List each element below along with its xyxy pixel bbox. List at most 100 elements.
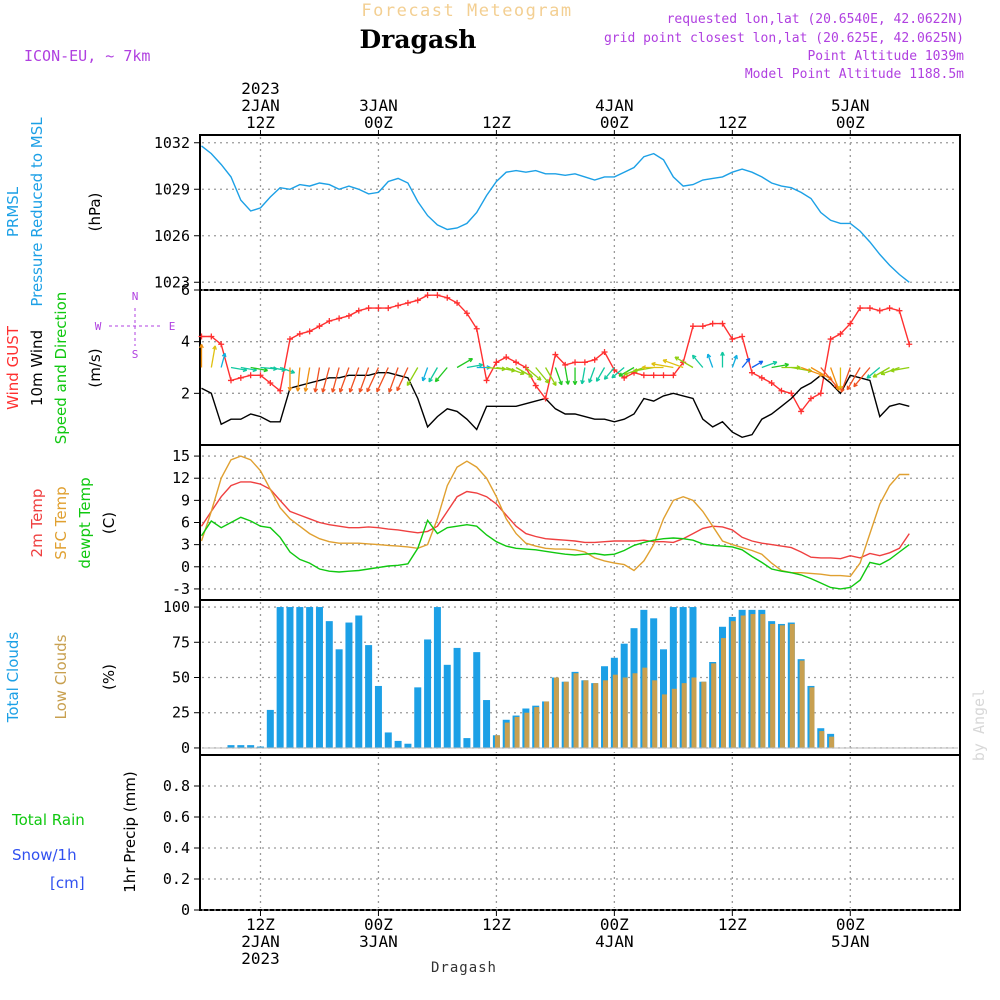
- gust-marker: [247, 372, 254, 379]
- wind-arrow: [853, 367, 871, 388]
- bar-total-clouds: [424, 639, 432, 748]
- wind-arrow-head: [880, 370, 886, 376]
- gust-marker: [198, 333, 205, 340]
- bar-low-clouds: [593, 683, 599, 748]
- panel-label-pressure: Pressure Reduced to MSL: [28, 117, 46, 307]
- bar-low-clouds: [642, 667, 648, 748]
- wind-arrow: [250, 366, 268, 372]
- wind-arrow-head: [623, 371, 629, 376]
- bar-low-clouds: [553, 677, 559, 748]
- series-2m-temp: [200, 481, 910, 560]
- bar-total-clouds: [365, 645, 373, 748]
- panel-frame: [199, 289, 961, 446]
- gust-marker: [591, 356, 598, 363]
- wind-arrow: [279, 366, 295, 374]
- wind-arrow-head: [287, 386, 293, 391]
- wind-arrow: [220, 353, 226, 368]
- gust-marker: [227, 377, 234, 384]
- panel-clouds: 0 25 50 75 100 Total Clouds Low Clouds (%): [4, 598, 961, 757]
- y-tick-label: 0: [181, 739, 190, 757]
- wind-arrow: [388, 367, 399, 393]
- wind-arrow-head: [872, 373, 878, 378]
- wind-arrow-head: [588, 378, 593, 384]
- panel-label-precip: Total Rain: [11, 811, 85, 829]
- bar-low-clouds: [681, 683, 687, 748]
- wind-arrow: [840, 367, 851, 393]
- wind-arrow: [662, 359, 684, 369]
- precip-axis-label: 1hr Precip (mm): [121, 771, 139, 892]
- gust-marker: [326, 318, 333, 324]
- top-time-label: 3JAN: [359, 96, 398, 115]
- y-tick-label: 75: [172, 633, 190, 651]
- bottom-time-label: 2023: [241, 949, 280, 968]
- bar-total-clouds: [473, 652, 481, 748]
- wind-arrow: [349, 367, 360, 393]
- gust-marker: [286, 336, 293, 343]
- wind-arrow: [304, 367, 311, 392]
- wind-arrow: [880, 366, 900, 375]
- wind-arrow-head: [212, 345, 217, 350]
- wind-arrow: [651, 363, 674, 369]
- model-label: ICON-EU, ~ 7km: [24, 47, 150, 65]
- gust-marker: [739, 333, 746, 340]
- wind-arrow: [564, 367, 569, 385]
- panel-temperature: -3 0 3 6 9 12 15 2m Temp SFC Temp dewpt Temp (C): [28, 444, 961, 601]
- gust-marker: [572, 359, 579, 366]
- wind-arrow-head: [313, 388, 319, 393]
- gust-marker: [218, 341, 225, 348]
- requested-coords: requested lon,lat (20.6540E, 42.0622N): [667, 12, 964, 27]
- bar-low-clouds: [504, 722, 510, 748]
- top-time-label: 12Z: [246, 113, 275, 132]
- gust-marker: [483, 377, 490, 384]
- wind-arrow: [456, 358, 473, 369]
- y-tick-label: 0.4: [163, 839, 190, 857]
- wind-arrow-head: [376, 387, 381, 393]
- bar-total-clouds: [247, 745, 255, 748]
- bar-low-clouds: [701, 681, 707, 748]
- gust-marker: [768, 380, 775, 386]
- bar-total-clouds: [384, 732, 392, 748]
- wind-arrow-head: [840, 388, 845, 393]
- compass-n: N: [132, 290, 139, 303]
- bar-low-clouds: [789, 623, 795, 748]
- gust-marker: [709, 320, 716, 327]
- gust-marker: [473, 325, 480, 332]
- wind-arrow: [830, 367, 840, 391]
- y-tick-label: 1023: [154, 273, 190, 291]
- bar-low-clouds: [691, 677, 697, 748]
- bottom-time-label: 3JAN: [359, 932, 398, 951]
- y-tick-label: 25: [172, 704, 190, 722]
- wind-arrow-head: [544, 378, 550, 384]
- y-tick-label: 6: [181, 281, 190, 299]
- panel-label-wind: 10m Wind: [28, 330, 46, 406]
- wind-arrow: [422, 367, 429, 382]
- bar-low-clouds: [779, 625, 785, 748]
- wind-arrow: [751, 360, 764, 369]
- bar-low-clouds: [603, 680, 609, 748]
- wind-arrow-head: [536, 376, 542, 381]
- bar-total-clouds: [315, 607, 323, 748]
- bar-low-clouds: [662, 694, 668, 748]
- wind-arrow: [339, 367, 350, 393]
- wind-arrow: [588, 367, 596, 383]
- bar-low-clouds: [514, 716, 520, 748]
- wind-arrow: [707, 353, 714, 368]
- wind-arrow-head: [662, 359, 668, 364]
- compass-s: S: [132, 348, 139, 361]
- gust-marker: [434, 292, 441, 299]
- gust-marker: [237, 374, 244, 381]
- wind-arrow: [692, 354, 704, 368]
- wind-arrow-head: [303, 387, 309, 392]
- wind-arrow-head: [651, 361, 656, 367]
- y-tick-label: 0.6: [163, 808, 190, 826]
- gust-marker: [601, 349, 608, 355]
- bar-total-clouds: [345, 622, 353, 748]
- wind-arrow-head: [853, 382, 858, 388]
- top-time-label: 00Z: [836, 113, 865, 132]
- wind-arrow-head: [338, 388, 344, 393]
- gust-marker: [424, 292, 431, 299]
- gust-marker: [798, 408, 805, 415]
- gust-marker: [277, 387, 284, 394]
- bar-total-clouds: [306, 607, 314, 748]
